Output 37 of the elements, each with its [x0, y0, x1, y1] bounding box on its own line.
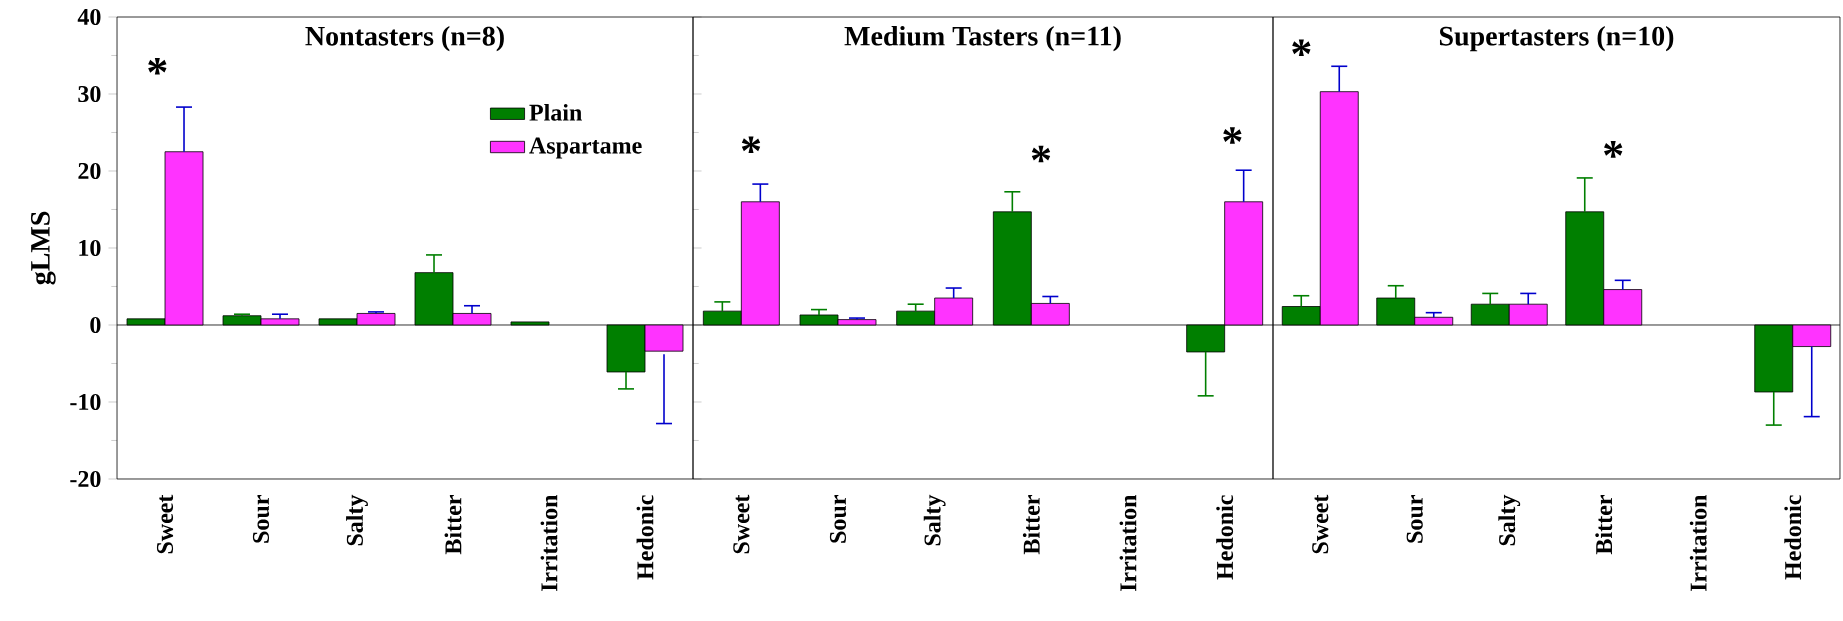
y-tick-label: -20 — [70, 470, 101, 488]
y-tick-label: 0 — [90, 316, 101, 334]
annotation: * — [741, 136, 761, 154]
legend-label: Aspartame — [529, 137, 642, 159]
annotation: * — [1604, 141, 1623, 158]
y-tick-label: 10 — [79, 239, 101, 257]
y-tick-label: 40 — [77, 8, 101, 26]
y-tick-label: -10 — [70, 393, 101, 411]
y-tick-label: 20 — [78, 162, 101, 180]
y-axis-title: gLMS — [30, 211, 56, 285]
x-tick-label: Sweet — [733, 494, 750, 554]
x-tick-label: Bitter — [444, 495, 462, 555]
x-tick-label: Hedonic — [636, 495, 654, 580]
chart-title: Supertasters (n=10) — [1439, 25, 1674, 52]
x-tick-label: Sour — [252, 495, 270, 543]
annotation: * — [1292, 39, 1311, 57]
chart-title: Medium Tasters (n=11) — [844, 25, 1121, 52]
x-tick-label: Sweet — [156, 494, 174, 554]
x-tick-label: Hedonic — [1216, 495, 1234, 580]
x-tick-label: Irritation — [1689, 494, 1707, 592]
annotation: * — [1031, 145, 1051, 163]
y-tick-label: 30 — [78, 85, 101, 103]
x-tick-label: Sweet — [1312, 494, 1329, 554]
x-tick-label: Irritation — [1119, 494, 1137, 592]
legend-label: Plain — [529, 103, 582, 121]
annotation: * — [148, 57, 167, 75]
chart-title: Nontasters (n=8) — [305, 25, 504, 52]
x-tick-label: Bitter — [1595, 495, 1613, 555]
x-tick-label: Salty — [346, 494, 368, 546]
x-tick-label: Hedonic — [1784, 495, 1802, 580]
x-tick-label: Bitter — [1022, 495, 1040, 555]
x-tick-label: Sour — [1406, 495, 1423, 543]
x-tick-label: Sour — [829, 495, 847, 543]
x-tick-label: Salty — [1498, 494, 1521, 546]
x-tick-label: Salty — [923, 494, 946, 546]
annotation: * — [1223, 127, 1242, 144]
x-tick-label: Irritation — [540, 494, 558, 592]
